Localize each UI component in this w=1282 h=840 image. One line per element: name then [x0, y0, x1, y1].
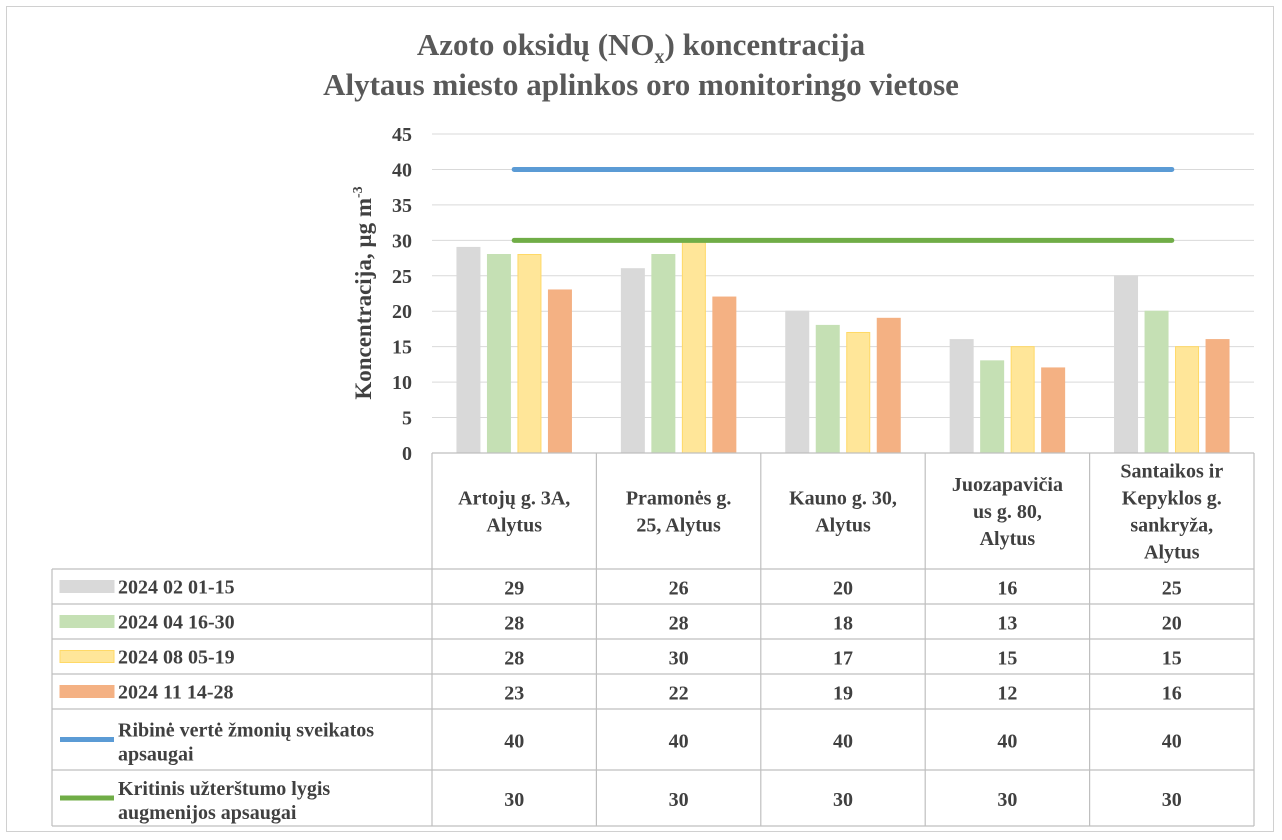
- category-label: Santaikos ir: [1120, 461, 1223, 483]
- data-label: 30: [669, 789, 689, 811]
- y-tick-label: 5: [402, 408, 412, 430]
- legend-key-1: [59, 580, 115, 593]
- data-label: 20: [1162, 613, 1182, 635]
- data-label: 28: [504, 648, 524, 670]
- bar-2-3: [815, 324, 840, 454]
- data-label: 40: [504, 731, 524, 753]
- category-label: sankryža,: [1130, 515, 1213, 537]
- data-label: 16: [997, 578, 1017, 600]
- data-label: 40: [669, 731, 689, 753]
- y-tick-label: 10: [392, 372, 412, 394]
- data-label: 30: [833, 789, 853, 811]
- data-label: 29: [504, 578, 524, 600]
- bar-2-1: [486, 254, 511, 454]
- data-label: 30: [1162, 789, 1182, 811]
- data-label: 25: [1162, 578, 1182, 600]
- bar-3-4: [1010, 346, 1035, 454]
- data-label: 18: [833, 613, 853, 635]
- bar-3-3: [846, 331, 871, 454]
- data-label: 13: [997, 613, 1017, 635]
- y-tick-label: 25: [392, 266, 412, 288]
- data-label: 15: [1162, 648, 1182, 670]
- bar-1-4: [949, 339, 974, 454]
- legend-label: Kritinis užterštumo lygis: [118, 778, 330, 800]
- category-label: us g. 80,: [973, 501, 1042, 523]
- bar-4-4: [1041, 367, 1066, 454]
- y-axis-label: Koncentracija, µg m-3: [351, 186, 376, 399]
- data-label: 20: [833, 578, 853, 600]
- bar-3-5: [1175, 346, 1200, 454]
- category-label: Alytus: [980, 528, 1036, 550]
- chart-subtitle: Alytaus miesto aplinkos oro monitoringo …: [323, 67, 959, 102]
- chart-frame: [6, 6, 1274, 832]
- legend-key-4: [59, 685, 115, 698]
- bar-1-1: [456, 246, 481, 454]
- bar-2-5: [1144, 310, 1169, 454]
- data-label: 30: [669, 648, 689, 670]
- chart-title: Azoto oksidų (NOx) koncentracija: [417, 27, 866, 68]
- data-label: 26: [669, 578, 689, 600]
- data-label: 40: [997, 731, 1017, 753]
- category-label: 25, Alytus: [636, 515, 721, 537]
- legend-label: Ribinė vertė žmonių sveikatos: [118, 720, 374, 742]
- data-label: 12: [997, 683, 1017, 705]
- category-label: Pramonės g.: [626, 488, 732, 510]
- y-tick-label: 30: [392, 230, 412, 252]
- data-label: 19: [833, 683, 853, 705]
- y-tick-label: 15: [392, 337, 412, 359]
- bar-2-2: [651, 254, 676, 454]
- category-label: Kauno g. 30,: [789, 488, 897, 510]
- bar-1-5: [1114, 275, 1139, 454]
- category-label: Artojų g. 3A,: [458, 488, 570, 510]
- data-label: 40: [1162, 731, 1182, 753]
- y-tick-label: 20: [392, 301, 412, 323]
- data-label: 28: [504, 613, 524, 635]
- bar-3-1: [517, 254, 542, 454]
- y-tick-label: 40: [392, 159, 412, 181]
- bar-3-2: [681, 239, 706, 454]
- legend-label: augmenijos apsaugai: [118, 802, 297, 824]
- bar-2-4: [980, 360, 1005, 454]
- category-label: Juozapavičia: [952, 474, 1063, 496]
- category-label: Alytus: [815, 515, 871, 537]
- legend-label: 2024 08 05-19: [118, 647, 235, 669]
- legend-key-3: [59, 650, 115, 663]
- legend-label: 2024 04 16-30: [118, 612, 235, 634]
- bar-4-2: [712, 296, 737, 454]
- data-label: 15: [997, 648, 1017, 670]
- y-tick-label: 45: [392, 124, 412, 146]
- bar-1-3: [785, 310, 810, 454]
- data-label: 22: [669, 683, 689, 705]
- category-label: Kepyklos g.: [1122, 488, 1222, 510]
- data-label: 40: [833, 731, 853, 753]
- data-label: 23: [504, 683, 524, 705]
- data-label: 17: [833, 648, 853, 670]
- category-label: Alytus: [486, 515, 542, 537]
- data-label: 28: [669, 613, 689, 635]
- legend-label: 2024 11 14-28: [118, 682, 234, 704]
- data-label: 16: [1162, 683, 1182, 705]
- bar-4-3: [876, 317, 901, 454]
- data-label: 30: [504, 789, 524, 811]
- data-label: 30: [997, 789, 1017, 811]
- legend-label: 2024 02 01-15: [118, 577, 235, 599]
- category-label: Alytus: [1144, 542, 1200, 564]
- bar-1-2: [620, 268, 645, 454]
- bar-4-5: [1205, 339, 1230, 454]
- y-tick-label: 35: [392, 195, 412, 217]
- legend-key-2: [59, 615, 115, 628]
- y-tick-label: 0: [402, 443, 412, 465]
- bar-4-1: [547, 289, 572, 454]
- legend-label: apsaugai: [118, 744, 194, 766]
